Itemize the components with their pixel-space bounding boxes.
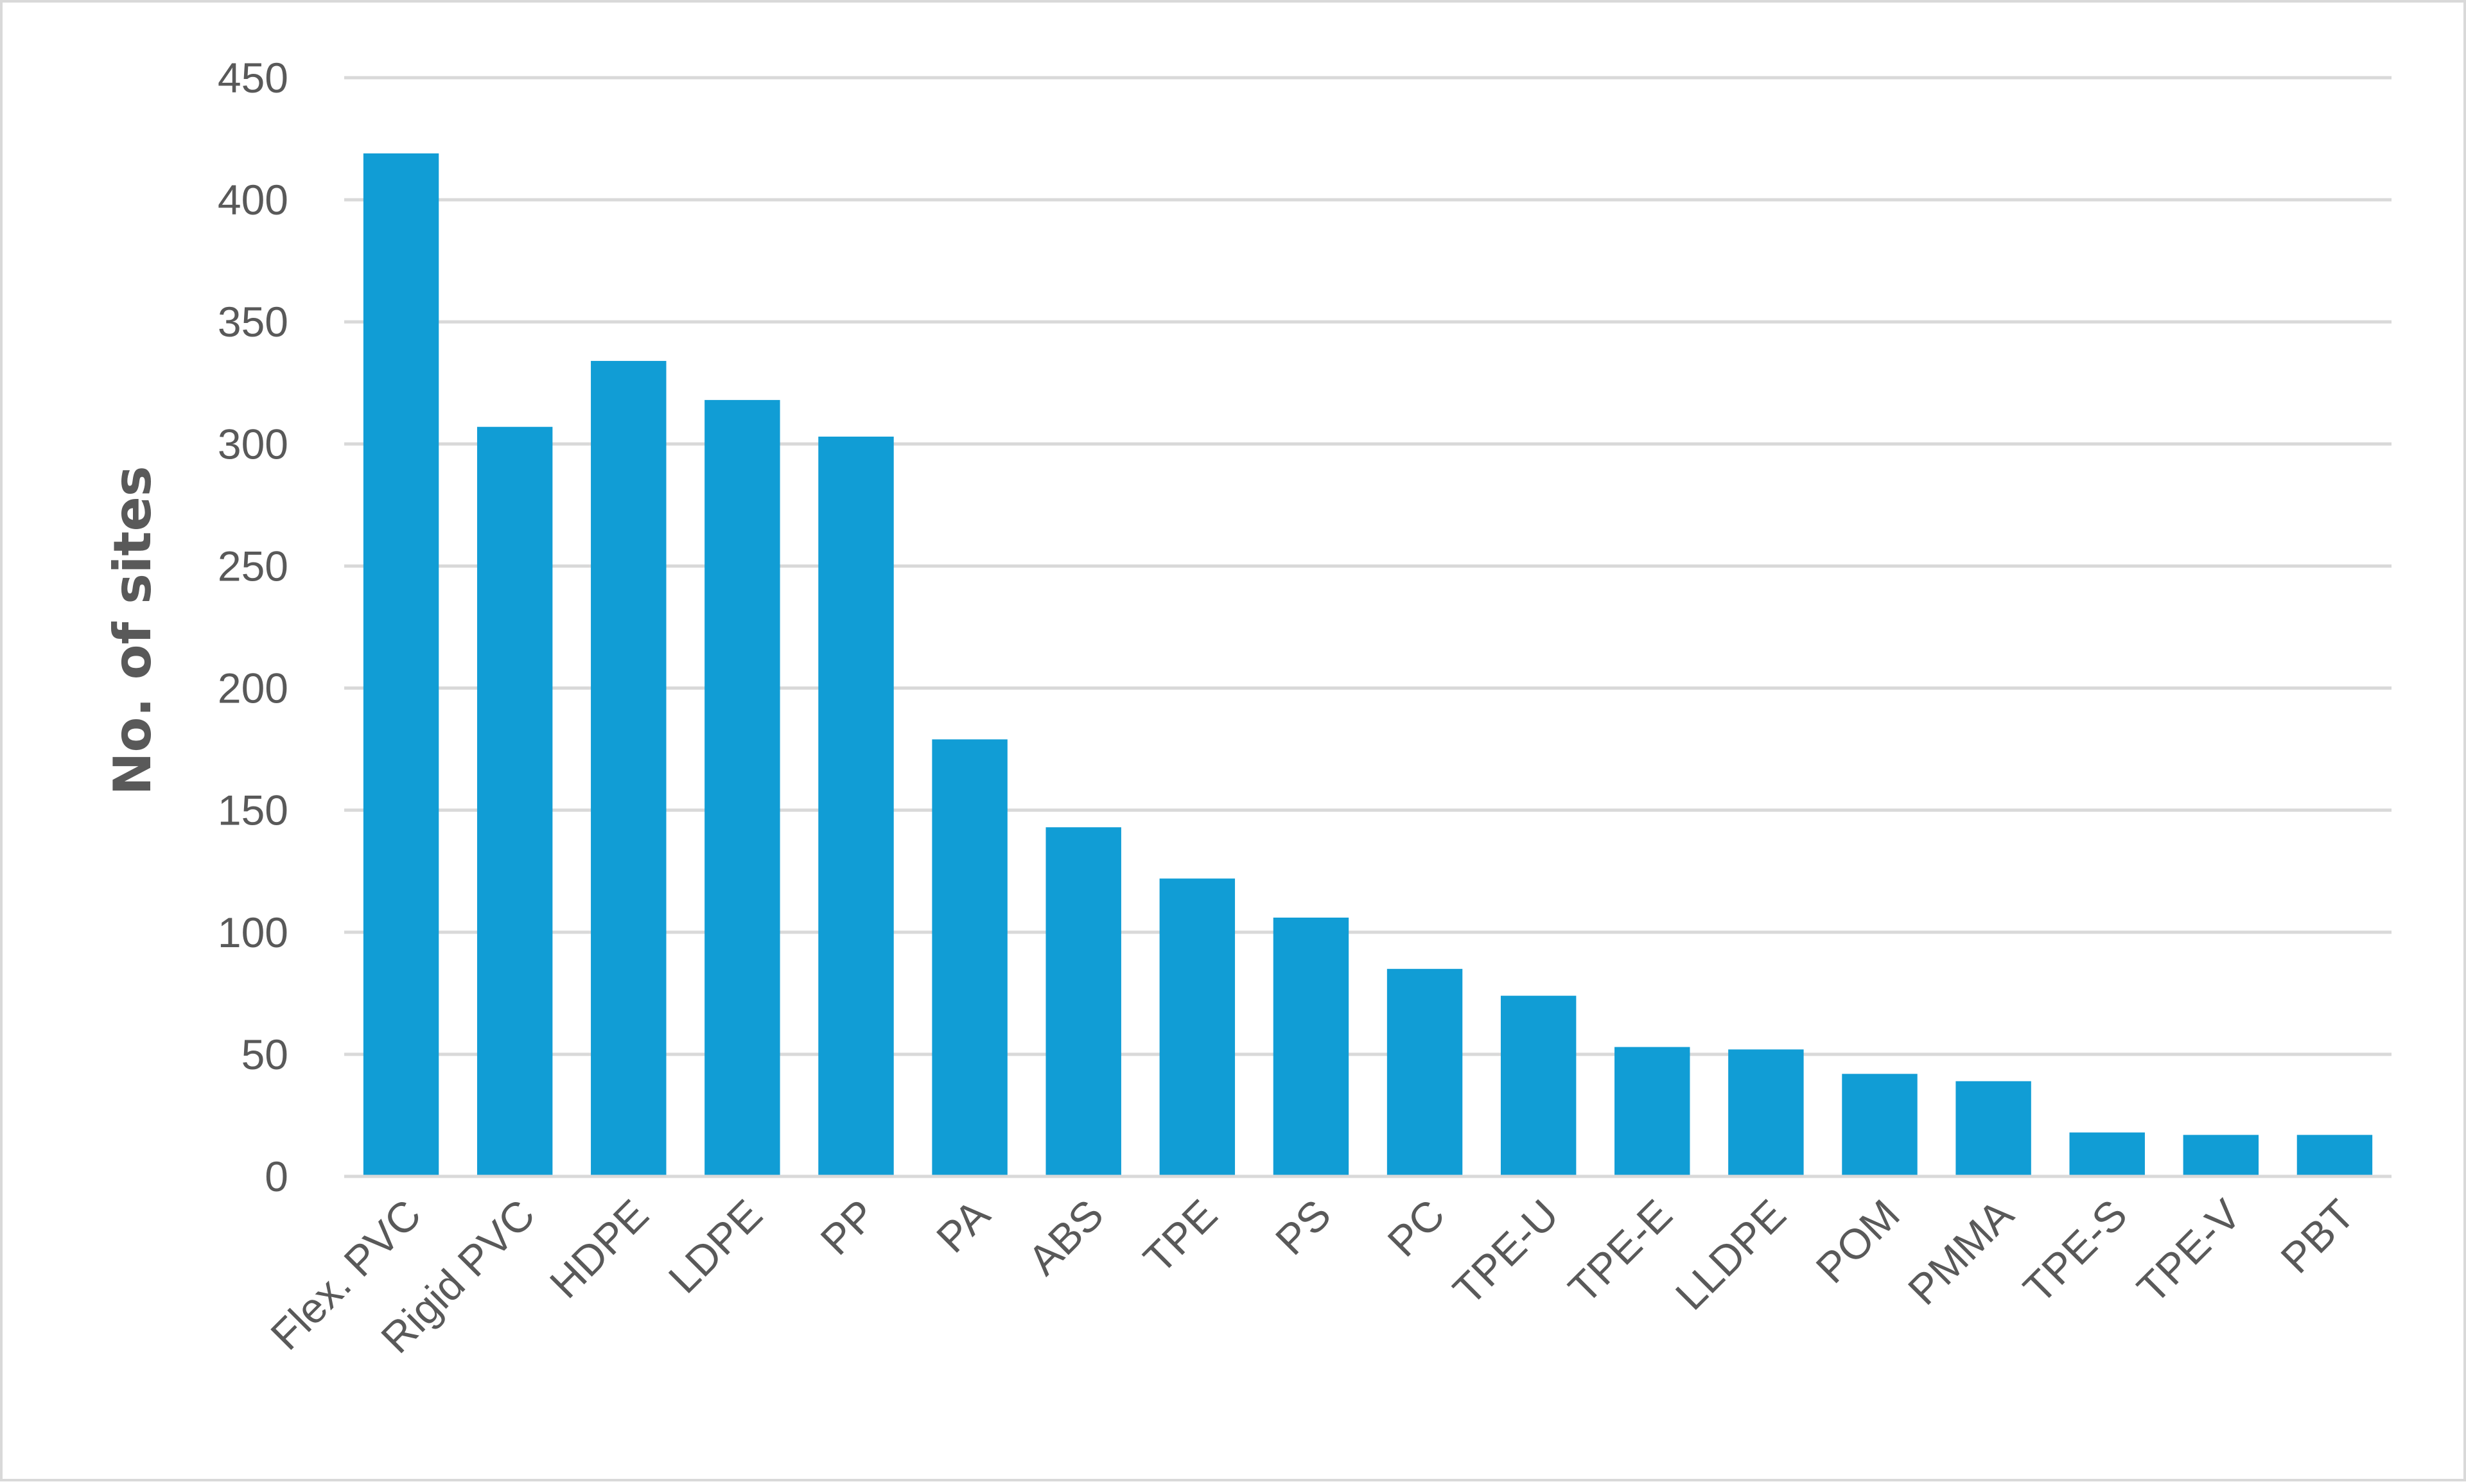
- x-tick-label: POM: [1806, 1191, 1909, 1293]
- bar: [704, 399, 780, 1176]
- x-tick-label: ABS: [1019, 1191, 1112, 1284]
- bar: [2183, 1135, 2259, 1176]
- bar: [1842, 1074, 1918, 1176]
- bar: [477, 426, 553, 1176]
- x-tick-label: TPE-U: [1444, 1191, 1567, 1314]
- x-tick-label: PMMA: [1899, 1191, 2022, 1314]
- x-tick-label: TPE-V: [2128, 1191, 2250, 1313]
- y-axis-title: No. of sites: [103, 466, 162, 796]
- bar: [1500, 995, 1577, 1176]
- bar: [1955, 1081, 2031, 1176]
- x-tick-label: LLDPE: [1666, 1191, 1795, 1319]
- bar: [591, 361, 667, 1176]
- bar: [1045, 827, 1121, 1176]
- x-tick-label: LDPE: [660, 1191, 771, 1302]
- y-tick-label: 250: [218, 542, 288, 589]
- bar: [1728, 1049, 1804, 1176]
- bar: [932, 739, 1008, 1176]
- bar: [1386, 968, 1463, 1176]
- x-tick-label: HDPE: [541, 1191, 658, 1307]
- y-tick-label: 150: [218, 787, 288, 834]
- y-tick-labels: 0 50 100 150 200 250 300 350 400 450: [218, 54, 288, 1200]
- y-tick-label: 450: [218, 54, 288, 101]
- gridlines: [344, 76, 2392, 1056]
- y-tick-label: 400: [218, 176, 288, 223]
- y-tick-label: 200: [218, 665, 288, 712]
- bar: [2296, 1135, 2373, 1176]
- y-tick-label: 0: [265, 1153, 288, 1200]
- x-tick-label: PA: [927, 1191, 999, 1262]
- x-tick-label: TPE-S: [2014, 1191, 2136, 1313]
- bar: [1273, 917, 1349, 1176]
- x-tick-label: TPE-E: [1559, 1191, 1681, 1313]
- bar: [1159, 878, 1236, 1176]
- y-tick-label: 100: [218, 909, 288, 956]
- bar: [363, 153, 439, 1176]
- x-tick-label: TPE: [1134, 1191, 1226, 1282]
- x-tick-label: PS: [1266, 1191, 1340, 1264]
- bar: [818, 436, 894, 1176]
- y-tick-label: 50: [241, 1031, 288, 1078]
- bar: [1614, 1047, 1690, 1176]
- y-tick-label: 350: [218, 298, 288, 345]
- x-tick-label: PP: [811, 1191, 885, 1264]
- y-tick-label: 300: [218, 420, 288, 467]
- x-tick-label: PC: [1378, 1191, 1453, 1266]
- x-tick-label: PBT: [2271, 1191, 2363, 1282]
- bars: [363, 153, 2373, 1176]
- bar: [2069, 1132, 2145, 1176]
